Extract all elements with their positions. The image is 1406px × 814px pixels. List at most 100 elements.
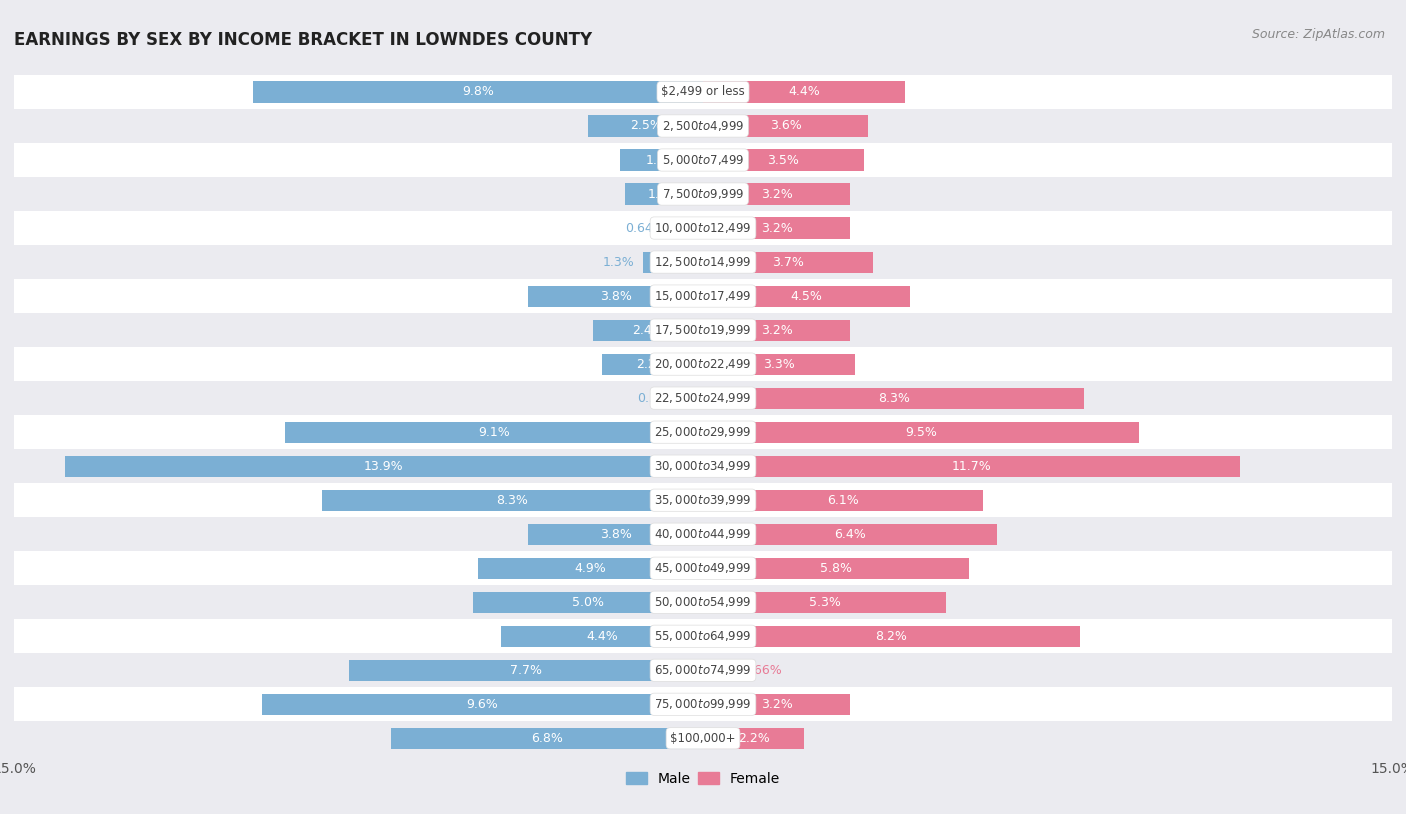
Text: 0.37%: 0.37% (637, 392, 676, 405)
Bar (322, 490, 703, 510)
Text: 5.3%: 5.3% (808, 596, 841, 609)
Text: 0.66%: 0.66% (742, 663, 782, 676)
Text: 4.5%: 4.5% (790, 290, 823, 303)
Text: 13.9%: 13.9% (364, 460, 404, 473)
Bar (703, 150, 863, 171)
Bar (14, 381, 1392, 415)
Text: 1.7%: 1.7% (648, 187, 681, 200)
Bar (14, 721, 1392, 755)
Bar (703, 81, 905, 103)
Text: $45,000 to $49,999: $45,000 to $49,999 (654, 561, 752, 575)
Bar (529, 286, 703, 307)
Text: 8.3%: 8.3% (496, 493, 529, 506)
Bar (703, 353, 855, 374)
Text: 3.6%: 3.6% (770, 120, 801, 133)
Text: 3.2%: 3.2% (761, 221, 793, 234)
Text: $7,500 to $9,999: $7,500 to $9,999 (662, 187, 744, 201)
Bar (593, 320, 703, 340)
Text: 1.3%: 1.3% (602, 256, 634, 269)
Text: 8.3%: 8.3% (877, 392, 910, 405)
Bar (703, 456, 1240, 477)
Text: 3.3%: 3.3% (763, 357, 794, 370)
Bar (478, 558, 703, 579)
Text: 3.8%: 3.8% (600, 290, 631, 303)
Text: 3.5%: 3.5% (768, 154, 800, 167)
Legend: Male, Female: Male, Female (620, 766, 786, 791)
Text: $15,000 to $17,499: $15,000 to $17,499 (654, 289, 752, 303)
Text: 8.2%: 8.2% (876, 630, 907, 643)
Bar (644, 252, 703, 273)
Text: 3.8%: 3.8% (600, 527, 631, 540)
Text: 2.2%: 2.2% (738, 732, 769, 745)
Bar (14, 347, 1392, 381)
Text: 3.2%: 3.2% (761, 187, 793, 200)
Bar (14, 517, 1392, 551)
Text: $5,000 to $7,499: $5,000 to $7,499 (662, 153, 744, 167)
Text: $50,000 to $54,999: $50,000 to $54,999 (654, 595, 752, 609)
Text: $40,000 to $44,999: $40,000 to $44,999 (654, 527, 752, 541)
Text: $17,500 to $19,999: $17,500 to $19,999 (654, 323, 752, 337)
Text: 5.8%: 5.8% (820, 562, 852, 575)
Text: $2,500 to $4,999: $2,500 to $4,999 (662, 119, 744, 133)
Text: 3.2%: 3.2% (761, 698, 793, 711)
Bar (14, 279, 1392, 313)
Text: $12,500 to $14,999: $12,500 to $14,999 (654, 255, 752, 269)
Bar (14, 687, 1392, 721)
Bar (14, 143, 1392, 177)
Text: 4.4%: 4.4% (586, 630, 617, 643)
Bar (14, 313, 1392, 347)
Bar (349, 659, 703, 681)
Text: 9.5%: 9.5% (905, 426, 938, 439)
Text: $75,000 to $99,999: $75,000 to $99,999 (654, 698, 752, 711)
Bar (703, 116, 869, 137)
Bar (703, 387, 1084, 409)
Bar (14, 177, 1392, 211)
Bar (285, 422, 703, 443)
Bar (14, 585, 1392, 619)
Bar (703, 626, 1080, 647)
Bar (703, 252, 873, 273)
Text: 7.7%: 7.7% (510, 663, 543, 676)
Bar (474, 592, 703, 613)
Text: 5.0%: 5.0% (572, 596, 605, 609)
Bar (703, 694, 851, 715)
Bar (602, 353, 703, 374)
Text: 9.1%: 9.1% (478, 426, 510, 439)
Bar (14, 619, 1392, 654)
Bar (588, 116, 703, 137)
Text: $25,000 to $29,999: $25,000 to $29,999 (654, 425, 752, 439)
Text: $2,499 or less: $2,499 or less (661, 85, 745, 98)
Text: 3.2%: 3.2% (761, 324, 793, 337)
Text: 2.4%: 2.4% (633, 324, 664, 337)
Bar (529, 523, 703, 545)
Bar (703, 659, 734, 681)
Bar (14, 75, 1392, 109)
Text: 1.8%: 1.8% (645, 154, 678, 167)
Bar (703, 320, 851, 340)
Bar (703, 490, 983, 510)
Bar (14, 449, 1392, 484)
Text: 6.1%: 6.1% (827, 493, 859, 506)
Bar (262, 694, 703, 715)
Text: Source: ZipAtlas.com: Source: ZipAtlas.com (1251, 28, 1385, 42)
Bar (624, 183, 703, 204)
Bar (14, 484, 1392, 517)
Bar (703, 523, 997, 545)
Text: $100,000+: $100,000+ (671, 732, 735, 745)
Bar (703, 558, 969, 579)
Bar (65, 456, 703, 477)
Bar (703, 183, 851, 204)
Text: 9.6%: 9.6% (467, 698, 498, 711)
Text: 2.5%: 2.5% (630, 120, 662, 133)
Text: 9.8%: 9.8% (463, 85, 494, 98)
Bar (703, 286, 910, 307)
Text: $20,000 to $22,499: $20,000 to $22,499 (654, 357, 752, 371)
Bar (14, 415, 1392, 449)
Bar (686, 387, 703, 409)
Bar (14, 654, 1392, 687)
Bar (14, 109, 1392, 143)
Bar (673, 217, 703, 239)
Text: $10,000 to $12,499: $10,000 to $12,499 (654, 221, 752, 235)
Bar (703, 728, 804, 749)
Bar (620, 150, 703, 171)
